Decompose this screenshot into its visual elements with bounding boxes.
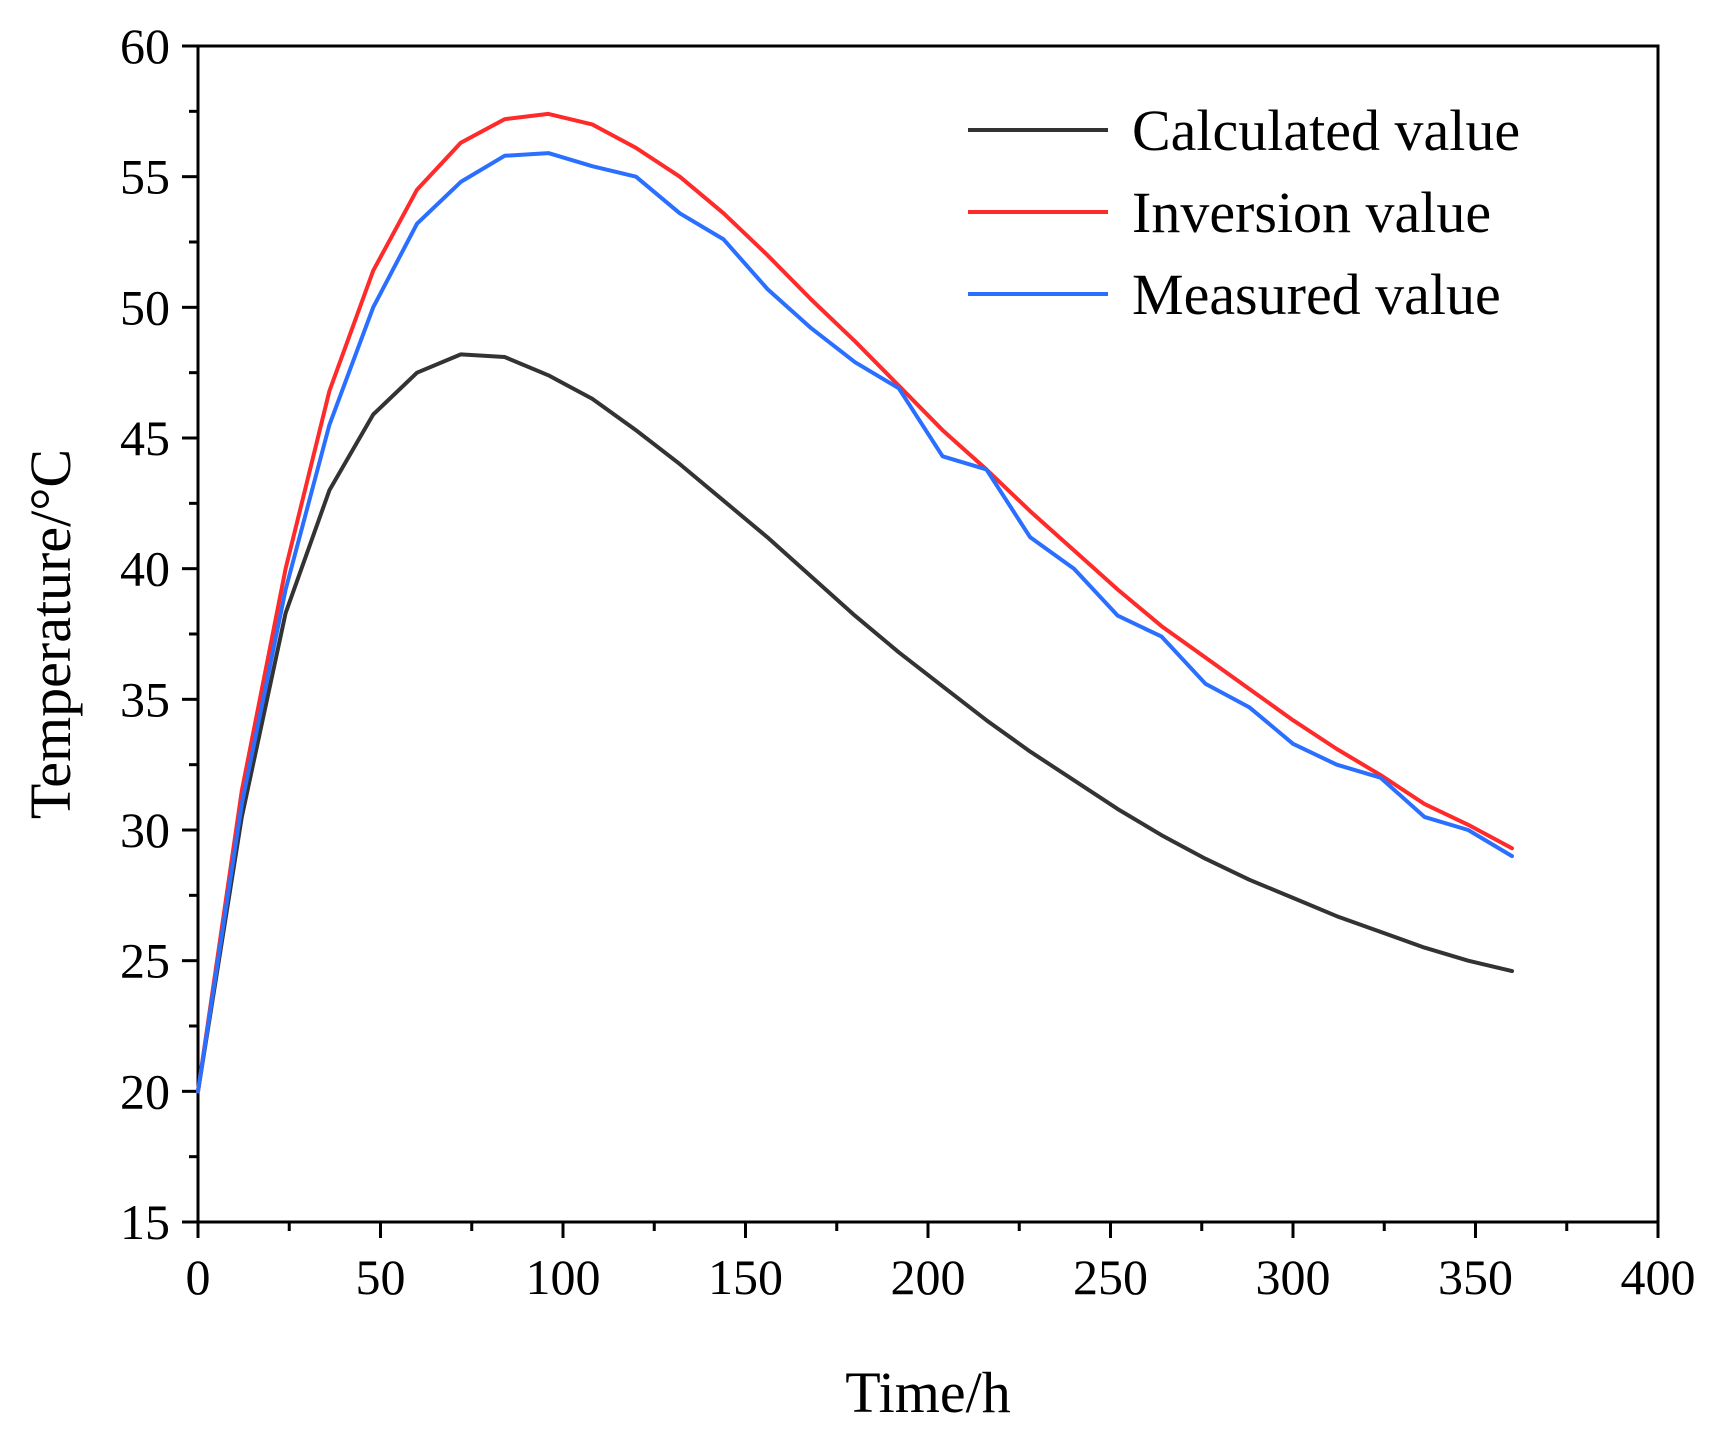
y-tick-label: 50 xyxy=(120,279,170,335)
y-tick-label: 15 xyxy=(120,1194,170,1250)
y-tick-label: 55 xyxy=(120,149,170,205)
y-tick-label: 45 xyxy=(120,410,170,466)
x-axis-title: Time/h xyxy=(845,1360,1010,1425)
series-layer xyxy=(196,111,1514,1094)
x-tick-label: 0 xyxy=(186,1249,211,1305)
x-tick-label: 100 xyxy=(526,1249,601,1305)
x-axis-ticks: 0 50 100 150 200 250 300 350 400 xyxy=(186,1222,1696,1305)
y-tick-label: 35 xyxy=(120,671,170,727)
series-line-2 xyxy=(196,111,1514,1094)
x-tick-label: 300 xyxy=(1256,1249,1331,1305)
series-line-1 xyxy=(196,352,1514,1094)
y-tick-label: 40 xyxy=(120,541,170,597)
series-line-3 xyxy=(196,151,1514,1094)
y-tick-label: 30 xyxy=(120,802,170,858)
x-tick-label: 50 xyxy=(356,1249,406,1305)
y-tick-label: 20 xyxy=(120,1063,170,1119)
y-tick-label: 60 xyxy=(120,18,170,74)
legend-label-3: Measured value xyxy=(1132,262,1501,327)
y-tick-label: 25 xyxy=(120,933,170,989)
legend: Calculated value Inversion value Measured … xyxy=(968,98,1520,327)
y-axis-ticks: 15 20 25 30 35 40 45 50 55 60 xyxy=(120,18,198,1250)
y-axis-title: Temperature/°C xyxy=(18,449,83,819)
legend-label-1: Calculated value xyxy=(1132,98,1520,163)
x-tick-label: 400 xyxy=(1621,1249,1696,1305)
x-tick-label: 250 xyxy=(1073,1249,1148,1305)
legend-label-2: Inversion value xyxy=(1132,180,1491,245)
x-tick-label: 150 xyxy=(708,1249,783,1305)
x-tick-label: 350 xyxy=(1438,1249,1513,1305)
x-tick-label: 200 xyxy=(891,1249,966,1305)
